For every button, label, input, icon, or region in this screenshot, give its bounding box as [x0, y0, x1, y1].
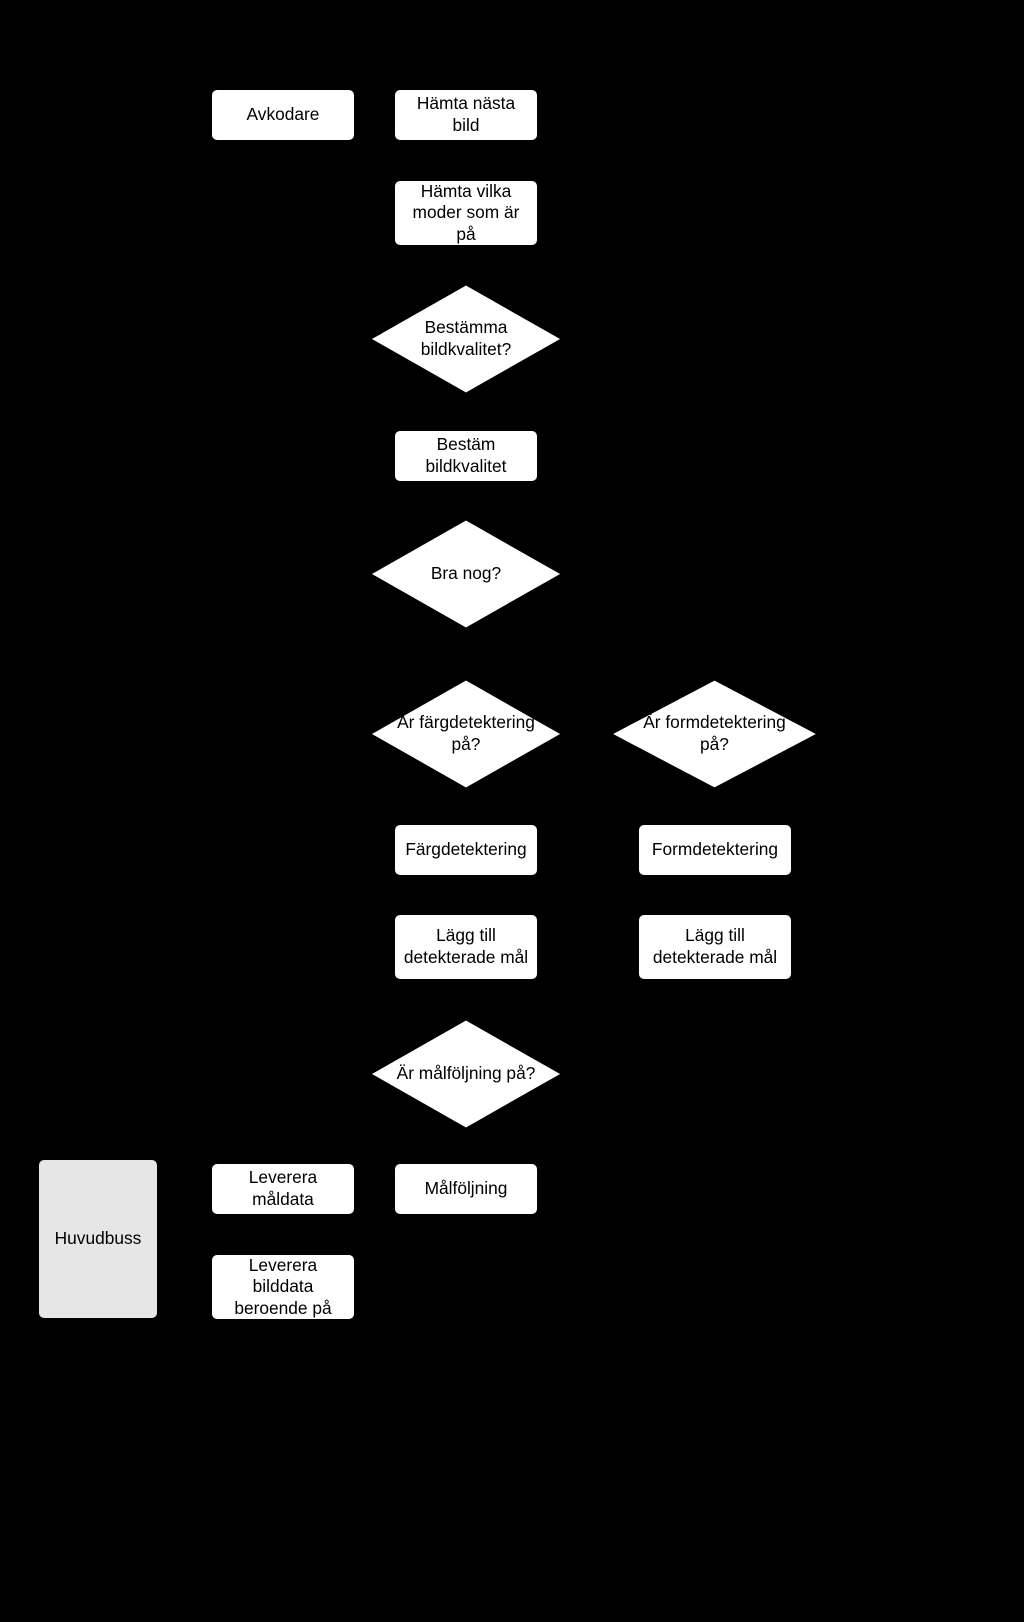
- node-hamta_nasta_bild: Hämta nästa bild: [394, 89, 538, 141]
- node-lagg_till_farg: Lägg till detekterade mål: [394, 914, 538, 980]
- node-label: Leverera måldata: [220, 1167, 346, 1210]
- node-fargdetektering: Färgdetektering: [394, 824, 538, 876]
- node-label: Är färgdetektering på?: [394, 712, 538, 755]
- node-label: Lägg till detekterade mål: [647, 925, 783, 968]
- node-label: Målföljning: [425, 1178, 508, 1200]
- node-formdetektering_q: Är formdetektering på?: [612, 680, 817, 788]
- node-fargdetektering_q: Är färgdetektering på?: [371, 680, 561, 788]
- node-bestamma_q: Bestämma bildkvalitet?: [371, 285, 561, 393]
- node-bestam_bildkvalitet: Bestäm bildkvalitet: [394, 430, 538, 482]
- node-huvudbuss: Huvudbuss: [38, 1159, 158, 1319]
- node-label: Är målföljning på?: [397, 1063, 536, 1085]
- node-bra_nog: Bra nog?: [371, 520, 561, 628]
- node-lagg_till_form: Lägg till detekterade mål: [638, 914, 792, 980]
- node-leverera_maldata: Leverera måldata: [211, 1163, 355, 1215]
- node-malfoljning_q: Är målföljning på?: [371, 1020, 561, 1128]
- node-label: Hämta nästa bild: [403, 93, 529, 136]
- node-malfoljning: Målföljning: [394, 1163, 538, 1215]
- node-label: Lägg till detekterade mål: [403, 925, 529, 968]
- node-hamta_moder: Hämta vilka moder som är på: [394, 180, 538, 246]
- node-leverera_bilddata: Leverera bilddata beroende på: [211, 1254, 355, 1320]
- node-label: Bra nog?: [431, 563, 501, 585]
- node-avkodare: Avkodare: [211, 89, 355, 141]
- node-label: Färgdetektering: [405, 839, 526, 861]
- node-label: Hämta vilka moder som är på: [403, 181, 529, 246]
- node-label: Är formdetektering på?: [637, 712, 793, 755]
- node-label: Bestäm bildkvalitet: [403, 434, 529, 477]
- node-label: Huvudbuss: [55, 1228, 142, 1250]
- node-label: Leverera bilddata beroende på: [220, 1255, 346, 1320]
- node-formdetektering: Formdetektering: [638, 824, 792, 876]
- node-label: Bestämma bildkvalitet?: [394, 317, 538, 360]
- flowchart-canvas: Avkodare Hämta nästa bild Hämta vilka mode…: [0, 0, 1024, 1622]
- node-label: Avkodare: [247, 104, 320, 126]
- node-label: Formdetektering: [652, 839, 778, 861]
